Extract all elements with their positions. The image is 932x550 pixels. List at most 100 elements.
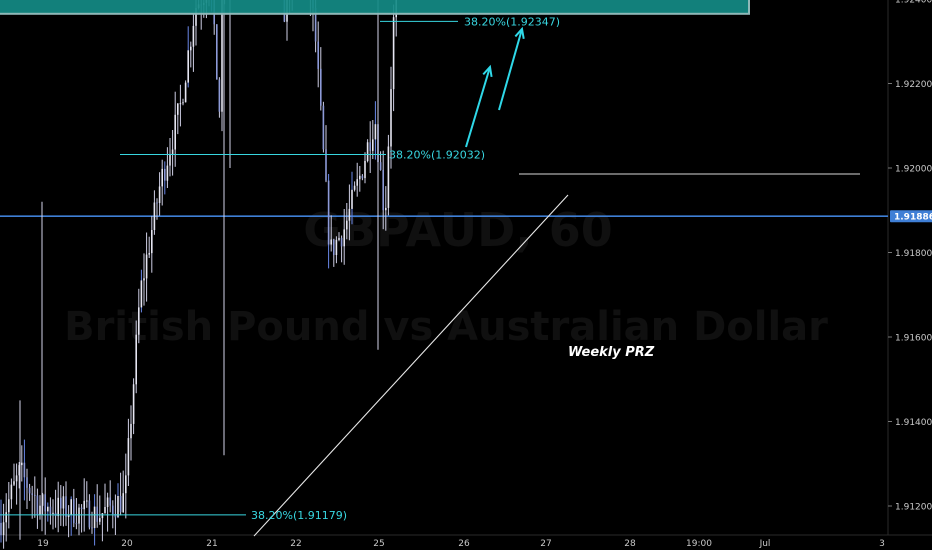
candle-body (13, 481, 15, 485)
candle (41, 492, 44, 515)
candle (387, 134, 390, 216)
candle-body (99, 518, 101, 522)
x-tick-label: 28 (624, 539, 636, 549)
candle-body (86, 500, 88, 502)
arrow-shaft (498, 28, 523, 111)
candle (130, 405, 132, 461)
candle-body (372, 139, 374, 151)
candle-body (353, 185, 356, 190)
candle-body (195, 8, 197, 26)
candle (112, 500, 114, 529)
candle (164, 161, 166, 195)
candle-body (145, 254, 148, 279)
candle-body (57, 497, 59, 517)
candle-body (112, 505, 114, 514)
candle-body (83, 500, 85, 510)
candle-body (161, 168, 163, 187)
candle (52, 499, 54, 530)
candle-body (15, 475, 18, 482)
x-tick-label: 26 (458, 539, 470, 549)
candle (132, 378, 135, 435)
y-tick-label: 1.91200 (895, 503, 932, 513)
candle (13, 463, 15, 486)
candle (392, 4, 395, 112)
candle-body (356, 179, 358, 186)
candle (21, 445, 23, 482)
candle-body (148, 253, 150, 255)
candle-body (190, 46, 192, 51)
x-tick-label: 27 (540, 539, 551, 549)
candle (353, 181, 356, 192)
candle-body (78, 507, 80, 524)
candle (320, 47, 322, 111)
candle-body (325, 149, 327, 181)
candle (348, 184, 351, 241)
price-tag-label: 1.91886 (894, 213, 932, 223)
candle (138, 288, 140, 344)
candle (39, 495, 41, 520)
candle (148, 236, 150, 258)
candle (184, 80, 187, 103)
candle (70, 496, 72, 536)
y-tick-label: 1.91400 (895, 418, 932, 428)
projection-arrow-1 (465, 64, 493, 148)
candle-body (28, 487, 31, 494)
candle-body (192, 25, 195, 47)
candle-body (62, 496, 65, 509)
candle-body (135, 334, 137, 385)
candle (190, 41, 192, 68)
candle-body (343, 229, 345, 247)
candle-body (390, 89, 392, 147)
candle-body (346, 220, 348, 230)
candle-body (47, 506, 49, 512)
arrow-shaft (465, 66, 491, 148)
candle (93, 494, 96, 546)
x-tick-label: 21 (206, 539, 217, 549)
candle (23, 439, 26, 501)
candle (26, 468, 28, 509)
candle (65, 481, 67, 526)
candle-body (351, 189, 353, 209)
candle-body (359, 175, 361, 180)
candle (31, 485, 33, 519)
candle (18, 462, 20, 489)
candle (151, 215, 153, 273)
candle-body (114, 514, 117, 518)
candle (78, 503, 80, 536)
candle (351, 171, 353, 225)
candle (153, 190, 156, 235)
candle (218, 77, 221, 118)
candle (8, 482, 10, 529)
candle-body (130, 423, 132, 439)
candle-body (117, 496, 119, 518)
candle-body (177, 103, 179, 115)
candle (182, 98, 184, 106)
candle-body (26, 477, 28, 488)
candle (88, 494, 91, 530)
candle-body (374, 124, 377, 140)
candle (356, 162, 358, 197)
candle (10, 478, 13, 509)
candle (44, 477, 46, 535)
candle (216, 24, 218, 80)
candle-body (122, 493, 124, 512)
candle-body (67, 515, 70, 517)
candle-body (221, 0, 223, 112)
candle-body (330, 239, 332, 245)
candle (28, 483, 31, 501)
candle-body (0, 522, 2, 536)
candle (369, 121, 371, 173)
candle (361, 174, 364, 181)
y-tick-label: 1.92400 (895, 0, 932, 6)
candle-body (70, 499, 72, 515)
candle-body (320, 68, 322, 106)
y-tick-label: 1.91800 (895, 249, 932, 259)
candle-body (166, 165, 169, 181)
candle (122, 470, 124, 513)
candle (117, 483, 119, 519)
candle-body (158, 186, 161, 203)
x-tick-label: 19:00 (686, 539, 712, 549)
candle (99, 495, 101, 525)
